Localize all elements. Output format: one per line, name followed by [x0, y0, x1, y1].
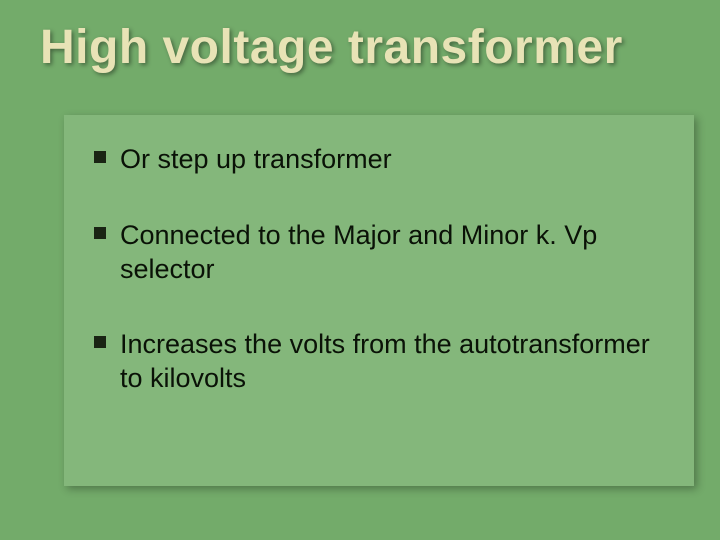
square-bullet-icon	[94, 336, 106, 348]
square-bullet-icon	[94, 227, 106, 239]
content-panel: Or step up transformer Connected to the …	[64, 115, 694, 486]
bullet-item: Or step up transformer	[94, 143, 664, 177]
bullet-text: Increases the volts from the autotransfo…	[120, 328, 664, 396]
bullet-item: Connected to the Major and Minor k. Vp s…	[94, 219, 664, 287]
slide-container: High voltage transformer Or step up tran…	[0, 0, 720, 540]
bullet-text: Connected to the Major and Minor k. Vp s…	[120, 219, 664, 287]
bullet-text: Or step up transformer	[120, 143, 392, 177]
bullet-item: Increases the volts from the autotransfo…	[94, 328, 664, 396]
slide-title: High voltage transformer	[40, 20, 680, 75]
square-bullet-icon	[94, 151, 106, 163]
